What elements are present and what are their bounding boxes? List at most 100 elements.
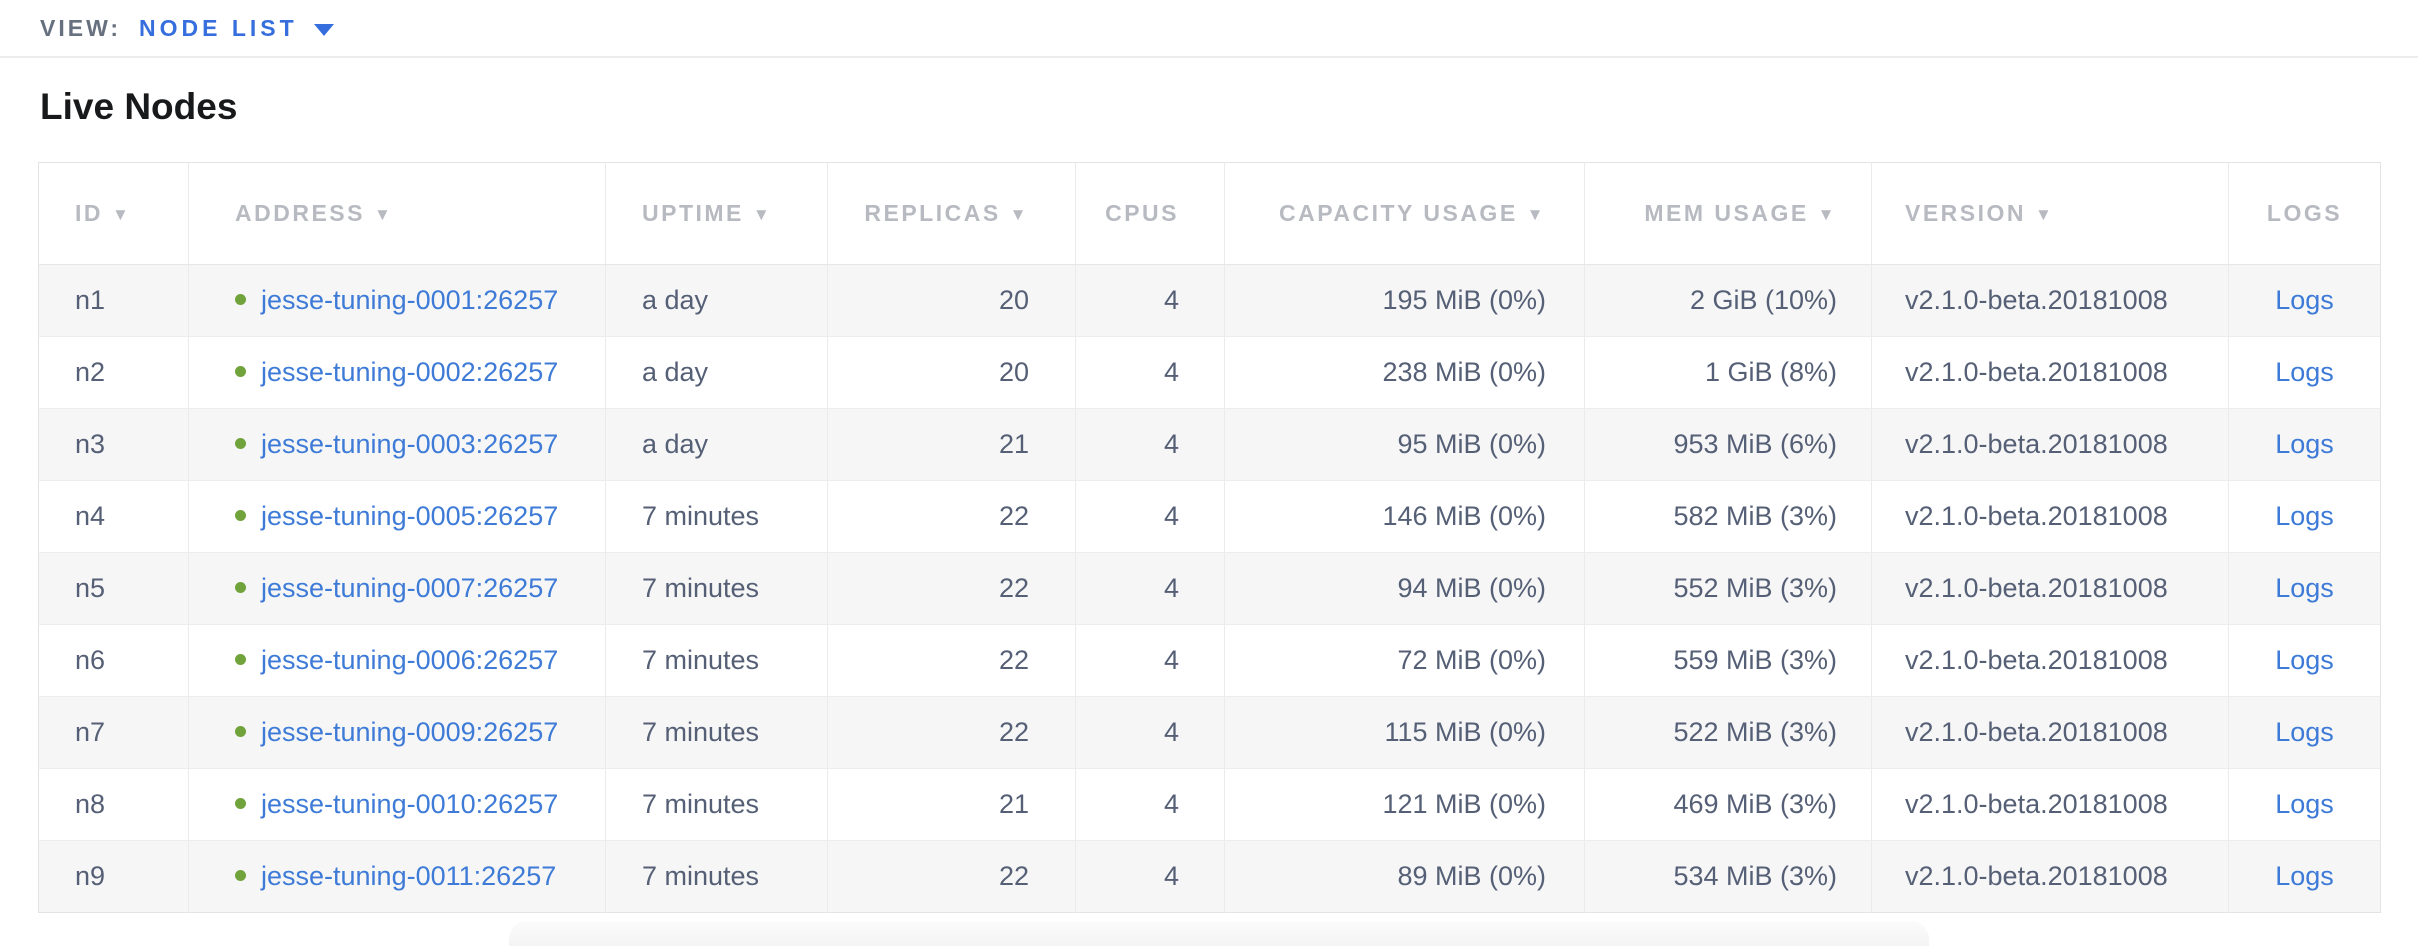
uptime-cell: 7 minutes bbox=[605, 552, 828, 625]
logs-cell: Logs bbox=[2228, 408, 2381, 481]
column-header-address[interactable]: ADDRESS ▼ bbox=[188, 162, 606, 265]
id-cell: n5 bbox=[38, 552, 189, 625]
live-status-dot-icon bbox=[235, 870, 246, 882]
live-status-dot-icon bbox=[235, 798, 246, 810]
address-cell: jesse-tuning-0006:26257 bbox=[188, 624, 606, 697]
address-cell: jesse-tuning-0009:26257 bbox=[188, 696, 606, 769]
node-address-link[interactable]: jesse-tuning-0002:26257 bbox=[261, 357, 559, 387]
mem-cell: 2 GiB (10%) bbox=[1584, 264, 1872, 337]
cpus-cell: 4 bbox=[1075, 264, 1225, 337]
capacity-cell: 195 MiB (0%) bbox=[1224, 264, 1585, 337]
cpus-cell: 4 bbox=[1075, 768, 1225, 841]
live-nodes-table: ID ▼ ADDRESS ▼ UPTIME ▼ REPLICAS ▼ CPUS … bbox=[38, 162, 2381, 913]
column-label: ID bbox=[75, 200, 103, 226]
address-cell: jesse-tuning-0005:26257 bbox=[188, 480, 606, 553]
logs-link[interactable]: Logs bbox=[2275, 501, 2334, 531]
node-address-link[interactable]: jesse-tuning-0006:26257 bbox=[261, 645, 559, 675]
view-dropdown[interactable]: NODE LIST bbox=[139, 15, 334, 42]
logs-link[interactable]: Logs bbox=[2275, 717, 2334, 747]
id-cell: n6 bbox=[38, 624, 189, 697]
mem-cell: 953 MiB (6%) bbox=[1584, 408, 1872, 481]
id-cell: n8 bbox=[38, 768, 189, 841]
sort-arrow-icon: ▼ bbox=[2035, 204, 2055, 224]
uptime-cell: 7 minutes bbox=[605, 696, 828, 769]
column-header-version[interactable]: VERSION ▼ bbox=[1871, 162, 2229, 265]
cpus-cell: 4 bbox=[1075, 552, 1225, 625]
version-cell: v2.1.0-beta.20181008 bbox=[1871, 480, 2229, 553]
column-header-uptime[interactable]: UPTIME ▼ bbox=[605, 162, 828, 265]
id-cell: n1 bbox=[38, 264, 189, 337]
sort-arrow-icon: ▼ bbox=[1817, 204, 1837, 224]
uptime-cell: a day bbox=[605, 408, 828, 481]
replicas-cell: 22 bbox=[827, 552, 1076, 625]
logs-link[interactable]: Logs bbox=[2275, 789, 2334, 819]
logs-link[interactable]: Logs bbox=[2275, 861, 2334, 891]
logs-link[interactable]: Logs bbox=[2275, 357, 2334, 387]
header-row: ID ▼ ADDRESS ▼ UPTIME ▼ REPLICAS ▼ CPUS … bbox=[38, 162, 2381, 265]
address-cell: jesse-tuning-0007:26257 bbox=[188, 552, 606, 625]
version-cell: v2.1.0-beta.20181008 bbox=[1871, 336, 2229, 409]
logs-cell: Logs bbox=[2228, 768, 2381, 841]
logs-cell: Logs bbox=[2228, 696, 2381, 769]
logs-link[interactable]: Logs bbox=[2275, 645, 2334, 675]
version-cell: v2.1.0-beta.20181008 bbox=[1871, 408, 2229, 481]
uptime-cell: 7 minutes bbox=[605, 624, 828, 697]
capacity-cell: 89 MiB (0%) bbox=[1224, 840, 1585, 913]
column-label: CAPACITY USAGE bbox=[1279, 200, 1518, 226]
node-row: n2 jesse-tuning-0002:26257 a day 20 4 238 MiB… bbox=[38, 336, 2381, 409]
cpus-cell: 4 bbox=[1075, 696, 1225, 769]
node-row: n9 jesse-tuning-0011:26257 7 minutes 22 4 89 … bbox=[38, 840, 2381, 913]
mem-cell: 1 GiB (8%) bbox=[1584, 336, 1872, 409]
column-header-id[interactable]: ID ▼ bbox=[38, 162, 189, 265]
live-nodes-table-container: ID ▼ ADDRESS ▼ UPTIME ▼ REPLICAS ▼ CPUS … bbox=[38, 162, 2381, 913]
capacity-cell: 115 MiB (0%) bbox=[1224, 696, 1585, 769]
column-header-logs: LOGS bbox=[2228, 162, 2381, 265]
logs-link[interactable]: Logs bbox=[2275, 573, 2334, 603]
cpus-cell: 4 bbox=[1075, 840, 1225, 913]
uptime-cell: 7 minutes bbox=[605, 840, 828, 913]
address-cell: jesse-tuning-0003:26257 bbox=[188, 408, 606, 481]
version-cell: v2.1.0-beta.20181008 bbox=[1871, 840, 2229, 913]
node-address-link[interactable]: jesse-tuning-0005:26257 bbox=[261, 501, 559, 531]
node-address-link[interactable]: jesse-tuning-0003:26257 bbox=[261, 429, 559, 459]
replicas-cell: 21 bbox=[827, 408, 1076, 481]
node-row: n1 jesse-tuning-0001:26257 a day 20 4 195 MiB… bbox=[38, 264, 2381, 337]
version-cell: v2.1.0-beta.20181008 bbox=[1871, 264, 2229, 337]
replicas-cell: 20 bbox=[827, 264, 1076, 337]
id-cell: n2 bbox=[38, 336, 189, 409]
node-address-link[interactable]: jesse-tuning-0010:26257 bbox=[261, 789, 559, 819]
logs-link[interactable]: Logs bbox=[2275, 429, 2334, 459]
logs-link[interactable]: Logs bbox=[2275, 285, 2334, 315]
replicas-cell: 20 bbox=[827, 336, 1076, 409]
version-cell: v2.1.0-beta.20181008 bbox=[1871, 624, 2229, 697]
mem-cell: 582 MiB (3%) bbox=[1584, 480, 1872, 553]
live-status-dot-icon bbox=[235, 366, 246, 378]
address-cell: jesse-tuning-0001:26257 bbox=[188, 264, 606, 337]
node-address-link[interactable]: jesse-tuning-0007:26257 bbox=[261, 573, 559, 603]
column-label: LOGS bbox=[2266, 200, 2343, 226]
column-header-capacity[interactable]: CAPACITY USAGE ▼ bbox=[1224, 162, 1585, 265]
logs-cell: Logs bbox=[2228, 480, 2381, 553]
mem-cell: 559 MiB (3%) bbox=[1584, 624, 1872, 697]
replicas-cell: 21 bbox=[827, 768, 1076, 841]
live-status-dot-icon bbox=[235, 510, 246, 522]
column-header-mem[interactable]: MEM USAGE ▼ bbox=[1584, 162, 1872, 265]
id-cell: n4 bbox=[38, 480, 189, 553]
column-label: CPUS bbox=[1105, 200, 1179, 226]
sort-arrow-icon: ▼ bbox=[1009, 204, 1029, 224]
id-cell: n9 bbox=[38, 840, 189, 913]
mem-cell: 534 MiB (3%) bbox=[1584, 840, 1872, 913]
node-row: n3 jesse-tuning-0003:26257 a day 21 4 95 MiB … bbox=[38, 408, 2381, 481]
column-header-replicas[interactable]: REPLICAS ▼ bbox=[827, 162, 1076, 265]
view-bar: VIEW: NODE LIST bbox=[0, 0, 2418, 58]
node-address-link[interactable]: jesse-tuning-0009:26257 bbox=[261, 717, 559, 747]
node-row: n7 jesse-tuning-0009:26257 7 minutes 22 4 115… bbox=[38, 696, 2381, 769]
id-cell: n3 bbox=[38, 408, 189, 481]
node-address-link[interactable]: jesse-tuning-0011:26257 bbox=[261, 861, 557, 891]
replicas-cell: 22 bbox=[827, 840, 1076, 913]
uptime-cell: 7 minutes bbox=[605, 768, 828, 841]
node-row: n5 jesse-tuning-0007:26257 7 minutes 22 4 94 … bbox=[38, 552, 2381, 625]
logs-cell: Logs bbox=[2228, 336, 2381, 409]
node-address-link[interactable]: jesse-tuning-0001:26257 bbox=[261, 285, 559, 315]
logs-cell: Logs bbox=[2228, 552, 2381, 625]
